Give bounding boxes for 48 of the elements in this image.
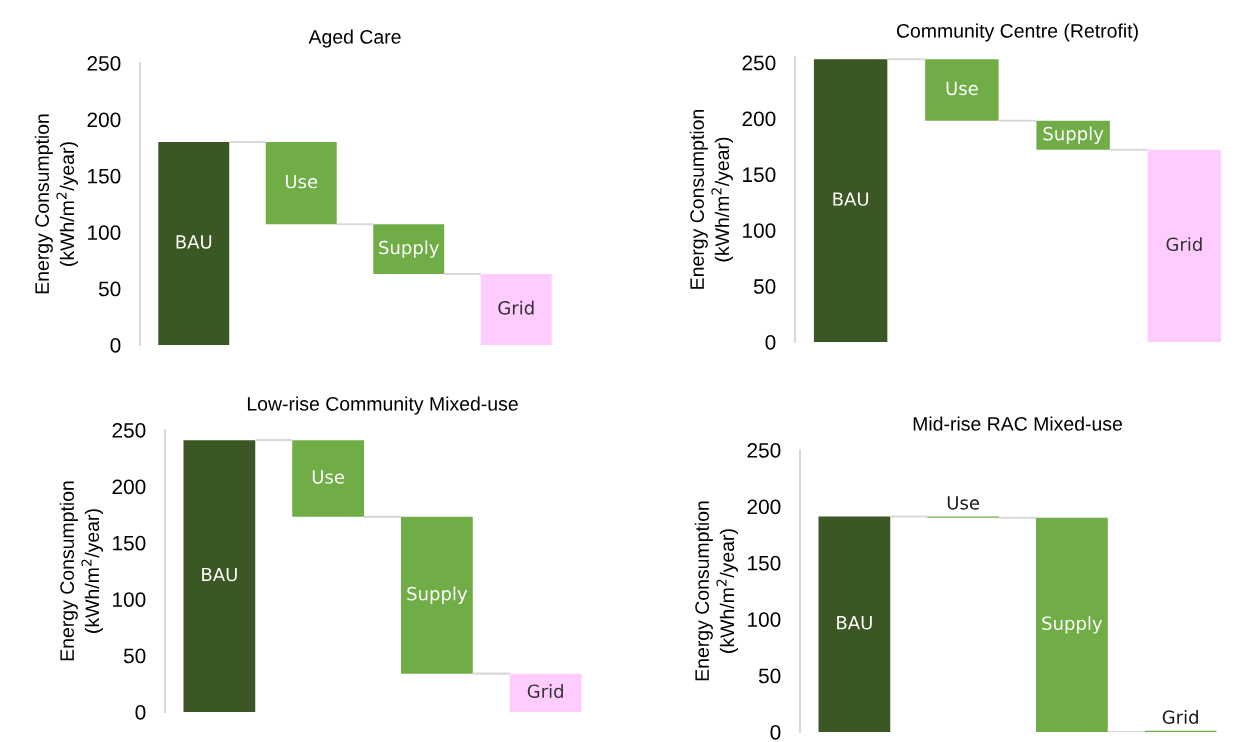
chart-title: Community Centre (Retrofit) bbox=[896, 23, 1138, 42]
y-tick-label: 100 bbox=[743, 223, 776, 238]
category-label: Supply bbox=[379, 240, 439, 258]
chart-title: Mid-rise RAC Mixed-use bbox=[913, 416, 1122, 431]
y-tick-label: 250 bbox=[747, 443, 781, 458]
category-label: Use bbox=[312, 470, 345, 484]
y-tick-label: 200 bbox=[112, 479, 146, 495]
category-label: Supply bbox=[1042, 616, 1103, 634]
category-label: Supply bbox=[407, 586, 468, 604]
y-tick-label: 50 bbox=[98, 281, 121, 297]
y-axis-title: Energy Consumption (kWh/m$^{2}$/year) bbox=[689, 109, 733, 289]
y-tick-label: 50 bbox=[123, 648, 146, 664]
y-tick-label: 250 bbox=[87, 56, 121, 71]
y-axis-title: Energy Consumption (kWh/m$^{2}$/year) bbox=[59, 481, 103, 661]
y-tick-label: 50 bbox=[753, 279, 776, 294]
category-label: BAU bbox=[176, 235, 212, 249]
y-tick-label: 100 bbox=[113, 592, 146, 607]
category-label: BAU bbox=[837, 616, 872, 630]
y-tick-label: 150 bbox=[748, 555, 781, 571]
category-label: Use bbox=[946, 81, 978, 96]
chart-title: Aged Care bbox=[308, 29, 401, 48]
category-label: Grid bbox=[498, 300, 534, 315]
y-axis-title: Energy Consumption (kWh/m$^{2}$/year) bbox=[34, 114, 78, 294]
category-label: Supply bbox=[1043, 126, 1104, 144]
y-tick-label: 0 bbox=[770, 725, 781, 740]
category-label: Grid bbox=[1162, 710, 1198, 724]
y-tick-label: 200 bbox=[87, 112, 121, 128]
y-tick-label: 100 bbox=[748, 612, 781, 627]
y-tick-label: 0 bbox=[765, 335, 776, 350]
chart-title: Low-rise Community Mixed-use bbox=[247, 396, 518, 415]
y-tick-label: 200 bbox=[747, 499, 781, 515]
y-tick-label: 200 bbox=[742, 111, 776, 127]
y-tick-label: 150 bbox=[113, 535, 146, 551]
category-label: BAU bbox=[202, 567, 237, 582]
category-label: Use bbox=[285, 174, 318, 189]
category-label: Grid bbox=[1166, 237, 1202, 252]
y-tick-label: 250 bbox=[112, 423, 146, 438]
y-tick-label: 150 bbox=[88, 168, 121, 184]
y-tick-label: 0 bbox=[135, 705, 146, 720]
y-tick-label: 0 bbox=[110, 338, 121, 353]
y-tick-label: 150 bbox=[743, 167, 776, 183]
y-tick-label: 100 bbox=[88, 225, 121, 240]
y-tick-label: 50 bbox=[758, 668, 781, 684]
category-label: Use bbox=[947, 496, 980, 510]
category-label: BAU bbox=[833, 192, 869, 206]
y-axis-title: Energy Consumption (kWh/m$^{2}$/year) bbox=[694, 501, 738, 681]
category-label: Grid bbox=[527, 684, 563, 699]
y-tick-label: 250 bbox=[742, 55, 776, 71]
